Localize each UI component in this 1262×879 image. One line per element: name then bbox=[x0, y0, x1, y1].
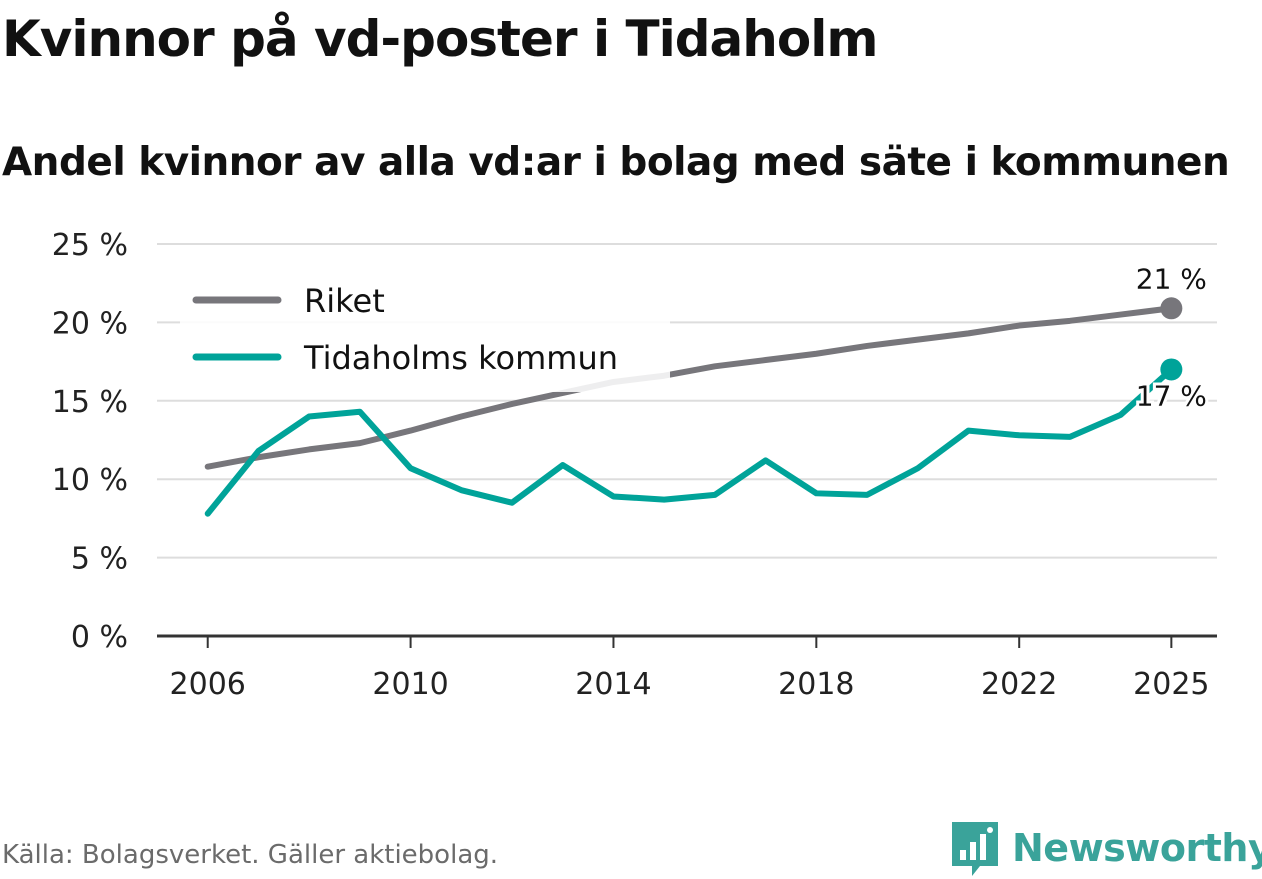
y-tick-label: 15 % bbox=[52, 385, 128, 420]
y-tick-label: 25 % bbox=[52, 228, 128, 263]
brand-logo[interactable]: Newsworthy bbox=[950, 818, 1262, 878]
y-tick-label: 5 % bbox=[71, 542, 128, 577]
y-tick-label: 10 % bbox=[52, 463, 128, 498]
end-value-label: 21 % bbox=[1136, 262, 1207, 295]
chart-subtitle: Andel kvinnor av alla vd:ar i bolag med … bbox=[2, 140, 1230, 185]
source-note: Källa: Bolagsverket. Gäller aktiebolag. bbox=[2, 840, 499, 870]
series-line-riket bbox=[204, 305, 1175, 470]
legend-background bbox=[180, 272, 670, 392]
x-tick-label: 2006 bbox=[170, 667, 246, 702]
end-value-label: 17 % bbox=[1136, 379, 1207, 412]
series-line-tidaholm bbox=[204, 366, 1175, 517]
x-tick-label: 2010 bbox=[372, 667, 448, 702]
x-tick-label: 2014 bbox=[575, 667, 651, 702]
series-end-point bbox=[1160, 358, 1183, 381]
x-tick-label: 2018 bbox=[778, 667, 854, 702]
y-tick-label: 0 % bbox=[71, 620, 128, 655]
x-tick-label: 2025 bbox=[1133, 667, 1209, 702]
chart-title: Kvinnor på vd-poster i Tidaholm bbox=[2, 10, 878, 68]
brand-name: Newsworthy bbox=[1012, 826, 1262, 870]
legend-label: Tidaholms kommun bbox=[303, 339, 618, 377]
x-tick-label: 2022 bbox=[981, 667, 1057, 702]
series-end-point bbox=[1160, 297, 1183, 320]
y-tick-label: 20 % bbox=[52, 306, 128, 341]
bar-chart-speech-bubble-icon bbox=[952, 822, 998, 876]
legend-label: Riket bbox=[304, 282, 385, 320]
